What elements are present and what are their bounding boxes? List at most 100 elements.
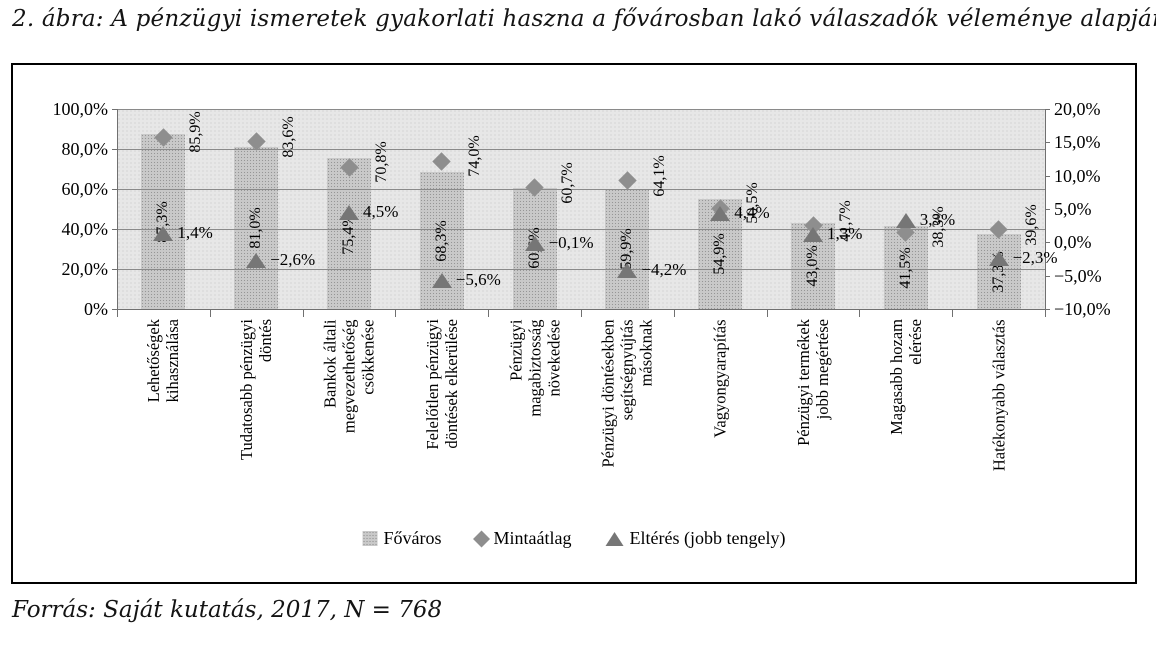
category-axis-tick xyxy=(209,309,211,317)
category-label: Pénzügyi döntésekben segítségnyújtás más… xyxy=(598,319,656,468)
legend-label-mintaatlag: Mintaátlag xyxy=(493,528,572,548)
diamond-legend-icon xyxy=(473,530,491,547)
gridline xyxy=(117,149,1045,150)
chart-legend: Főváros Mintaátlag Eltérés (jobb tengely… xyxy=(362,528,786,549)
bar-value-label: 68,3% xyxy=(432,220,450,262)
chart-title: 2. ábra: A pénzügyi ismeretek gyakorlati… xyxy=(12,6,1156,32)
triangle-value-label: 1,3% xyxy=(827,223,863,243)
category-axis-tick xyxy=(766,309,768,317)
left-axis-tick xyxy=(112,189,117,190)
bar-value-label: 41,5% xyxy=(896,246,914,289)
category-axis-tick xyxy=(117,309,118,317)
triangle-marker xyxy=(803,226,823,242)
legend-label-fovaros: Főváros xyxy=(383,528,442,548)
category-label: Felelőtlen pénzügyi döntések elkerülése xyxy=(422,319,461,450)
y-axis-left-label: 60,0% xyxy=(61,179,109,199)
gridline xyxy=(117,269,1045,270)
left-axis-tick xyxy=(112,309,117,310)
bar-fovaros xyxy=(141,134,186,309)
legend-label-elteres: Eltérés (jobb tengely) xyxy=(629,528,786,548)
bar-value-label: 54,9% xyxy=(711,233,729,275)
bar-fovaros xyxy=(512,187,557,309)
right-axis-tick xyxy=(1045,175,1050,177)
bar-legend-icon xyxy=(362,531,378,546)
triangle-legend-icon xyxy=(605,531,624,546)
diamond-value-label: 70,8% xyxy=(373,141,390,184)
triangle-marker xyxy=(895,213,916,229)
bar-value-label: 43,0% xyxy=(804,245,821,287)
triangle-value-label: −2,6% xyxy=(270,249,316,269)
right-axis-tick xyxy=(1045,109,1050,110)
right-axis-tick xyxy=(1045,209,1050,210)
bar-fovaros xyxy=(698,199,743,309)
y-axis-left-label: 40,0% xyxy=(61,219,109,239)
triangle-value-label: −5,6% xyxy=(455,269,501,289)
bar-fovaros xyxy=(605,189,650,309)
category-axis-tick xyxy=(581,309,582,317)
y-axis-right-label: 20,0% xyxy=(1054,99,1101,119)
triangle-value-label: −0,1% xyxy=(548,233,594,252)
y-axis-right-label: 15,0% xyxy=(1054,132,1101,153)
diamond-value-label: 39,6% xyxy=(1022,204,1040,246)
category-axis-tick xyxy=(395,309,397,317)
legend-item-mintaatlag: Mintaátlag xyxy=(473,528,572,549)
category-axis-tick xyxy=(673,309,675,317)
y-axis-right-label: −10,0% xyxy=(1054,299,1111,319)
triangle-value-label: 1,4% xyxy=(177,223,213,242)
triangle-marker xyxy=(431,272,452,288)
gridline xyxy=(117,229,1045,230)
gridline xyxy=(117,189,1045,190)
bar-fovaros xyxy=(234,147,279,309)
legend-item-fovaros: Főváros xyxy=(362,528,442,549)
left-axis-tick xyxy=(112,149,117,150)
category-label: Bankok általi megvezethetőség csökkenése xyxy=(320,319,378,433)
triangle-marker xyxy=(988,250,1009,266)
category-axis-tick xyxy=(1045,309,1046,317)
left-axis-tick xyxy=(112,269,117,270)
triangle-value-label: −4,2% xyxy=(641,260,687,280)
triangle-value-label: 3,3% xyxy=(919,210,956,230)
source-note: Forrás: Saját kutatás, 2017, N = 768 xyxy=(12,597,443,623)
y-axis-left-label: 100,0% xyxy=(52,99,109,119)
diamond-value-label: 83,6% xyxy=(280,116,298,158)
bar-fovaros xyxy=(976,234,1021,309)
triangle-value-label: 4,5% xyxy=(363,202,399,222)
category-label: Pénzügyi magabiztosság növekedése xyxy=(506,319,564,417)
category-label: Lehetőségek kihasználása xyxy=(144,319,183,403)
category-label: Vagyongyarapítás xyxy=(710,319,730,438)
y-axis-right-label: 0,0% xyxy=(1054,232,1092,253)
triangle-marker xyxy=(617,263,638,279)
triangle-marker xyxy=(246,252,267,268)
triangle-marker xyxy=(153,226,174,241)
diamond-value-label: 74,0% xyxy=(465,135,483,177)
chart-frame: Főváros Mintaátlag Eltérés (jobb tengely… xyxy=(11,63,1137,584)
triangle-marker xyxy=(524,236,545,251)
diamond-value-label: 85,9% xyxy=(187,111,205,153)
category-axis-tick xyxy=(488,309,490,317)
category-axis-tick xyxy=(952,309,954,317)
triangle-marker xyxy=(710,206,731,221)
bar-fovaros xyxy=(327,158,371,309)
legend-item-elteres: Eltérés (jobb tengely) xyxy=(605,528,786,549)
category-label: Tudatosabb pénzügyi döntés xyxy=(237,319,276,461)
diamond-value-label: 64,1% xyxy=(651,155,669,197)
diamond-value-label: 60,7% xyxy=(558,161,576,204)
triangle-value-label: 4,4% xyxy=(734,203,770,222)
triangle-value-label: −2,3% xyxy=(1012,247,1058,267)
gridline xyxy=(117,109,1045,110)
right-axis-tick xyxy=(1045,309,1050,310)
y-axis-left-label: 20,0% xyxy=(61,259,109,279)
bar-value-label: 81,0% xyxy=(247,207,265,249)
category-label: Magasabb hozam elérése xyxy=(886,319,925,435)
category-axis-tick xyxy=(859,309,861,317)
category-label: Pénzügyi termékek jobb megértése xyxy=(794,319,832,446)
y-axis-left-label: 80,0% xyxy=(61,139,109,159)
category-label: Hatékonyabb választás xyxy=(989,319,1009,471)
left-axis-tick xyxy=(112,109,117,110)
right-axis-tick xyxy=(1045,242,1050,244)
y-axis-left-label: 0% xyxy=(84,299,108,319)
y-axis-right-label: 5,0% xyxy=(1054,199,1092,219)
right-axis-tick xyxy=(1045,142,1050,144)
y-axis-right-label: −5,0% xyxy=(1054,265,1102,286)
triangle-marker xyxy=(339,205,359,221)
